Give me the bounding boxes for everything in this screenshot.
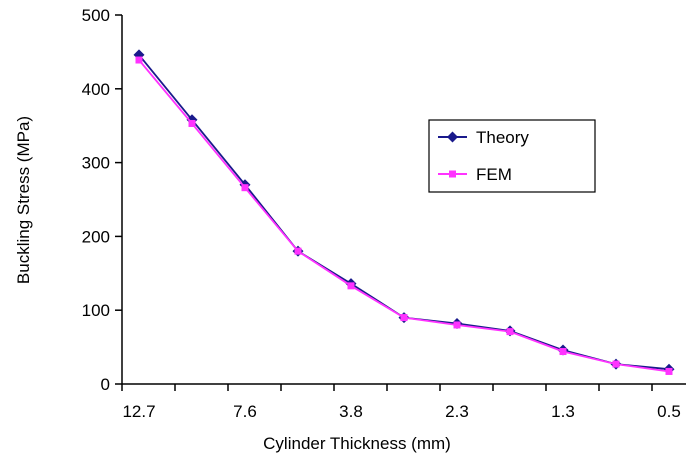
legend-box <box>428 119 596 193</box>
axes <box>121 15 686 385</box>
series-fem-point <box>241 184 249 192</box>
legend-fem-label: FEM <box>476 165 512 184</box>
y-tick-label: 400 <box>82 80 110 99</box>
x-ticks: 12.7 7.6 3.8 2.3 1.3 0.5 <box>121 384 681 421</box>
y-tick-label: 500 <box>82 6 110 25</box>
series-fem-point <box>612 360 620 368</box>
series-fem-point <box>506 328 514 336</box>
x-tick-label: 0.5 <box>657 402 681 421</box>
y-ticks: 0 100 200 300 400 500 <box>82 6 122 394</box>
y-tick-label: 300 <box>82 154 110 173</box>
x-tick-label: 7.6 <box>233 402 257 421</box>
series-fem-point <box>665 367 673 375</box>
y-tick-label: 100 <box>82 301 110 320</box>
x-tick-label: 3.8 <box>339 402 363 421</box>
y-axis-title: Buckling Stress (MPa) <box>14 116 33 284</box>
legend-fem-marker <box>449 170 456 178</box>
y-tick-label: 0 <box>101 375 110 394</box>
series-layer <box>133 49 675 375</box>
x-tick-label: 2.3 <box>445 402 469 421</box>
series-fem-line <box>138 59 670 373</box>
series-fem-point <box>188 119 196 127</box>
legend-theory-label: Theory <box>476 128 529 147</box>
series-fem-point <box>294 247 302 255</box>
series-fem-point <box>453 321 461 329</box>
series-fem-point <box>135 56 143 64</box>
x-tick-label: 12.7 <box>122 402 155 421</box>
series-fem-point <box>559 348 567 356</box>
legend: Theory FEM <box>428 119 596 193</box>
legend-theory-marker <box>447 131 458 143</box>
x-tick-label: 1.3 <box>551 402 575 421</box>
series-fem-point <box>347 282 355 290</box>
y-tick-label: 200 <box>82 227 110 246</box>
series-fem-point <box>400 314 408 322</box>
x-axis-title: Cylinder Thickness (mm) <box>263 434 451 453</box>
